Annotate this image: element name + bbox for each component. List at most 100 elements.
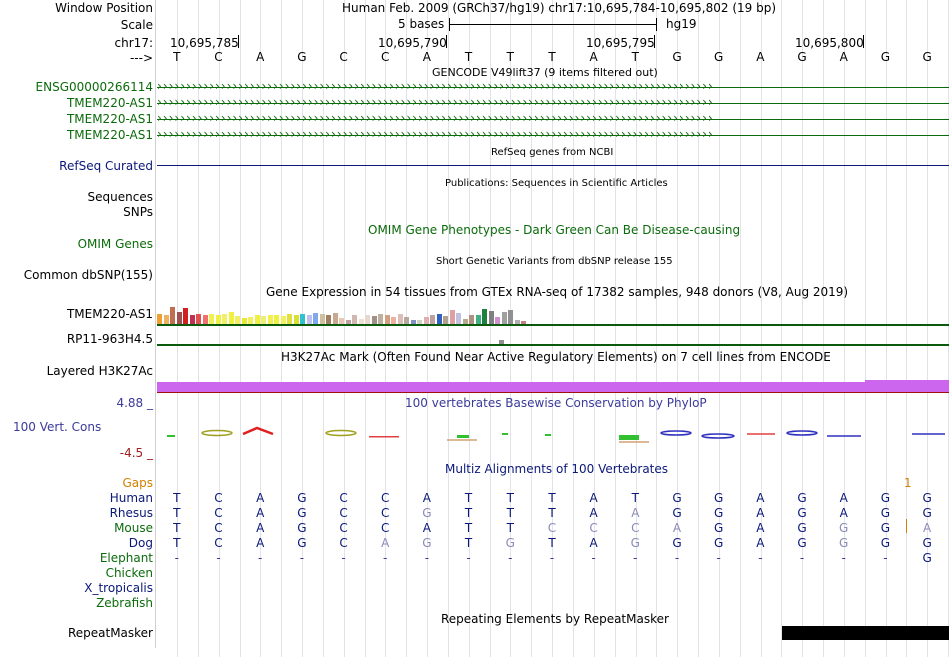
gtex-tissue-bar[interactable]: [267, 315, 273, 324]
gtex-tissue-bar[interactable]: [189, 315, 195, 324]
gtex-tissue-bar[interactable]: [475, 315, 481, 324]
species-label[interactable]: X_tropicalis: [84, 581, 153, 595]
gtex-tissue-bar[interactable]: [378, 314, 383, 324]
h3k27ac-title: H3K27Ac Mark (Often Found Near Active Re…: [281, 350, 831, 364]
gtex-tissue-bar[interactable]: [332, 313, 338, 324]
gtex-gene1-label[interactable]: TMEM220-AS1: [66, 307, 153, 321]
gtex-tissue-bar[interactable]: [449, 309, 455, 324]
reference-base: G: [297, 50, 307, 64]
gtex-gene2-label[interactable]: RP11-963H4.5: [66, 332, 153, 346]
gtex-tissue-bar[interactable]: [274, 315, 279, 324]
gtex-tissue-bar[interactable]: [358, 318, 364, 324]
alignment-base: C: [214, 536, 223, 550]
gencode-item-label[interactable]: TMEM220-AS1: [66, 112, 153, 126]
gtex-tissue-bar[interactable]: [365, 315, 370, 324]
dbsnp-label[interactable]: Common dbSNP(155): [23, 268, 153, 282]
gtex-tissue-bar[interactable]: [287, 314, 292, 324]
window-position-value[interactable]: Human Feb. 2009 (GRCh37/hg19) chr17:10,6…: [342, 1, 777, 15]
gtex-tissue-bar[interactable]: [397, 314, 403, 324]
gtex-tissue-bar[interactable]: [436, 314, 442, 324]
guide-line: [427, 0, 429, 657]
conservation-label[interactable]: 100 Vert. Cons: [13, 420, 102, 434]
gtex-tissue-bar[interactable]: [423, 316, 429, 324]
gtex-tissue-bar[interactable]: [404, 316, 409, 324]
gtex-tissue-bar[interactable]: [417, 319, 422, 324]
species-label[interactable]: Chicken: [105, 566, 153, 580]
gtex-tissue-bar[interactable]: [235, 315, 240, 324]
gtex-tissue-bar[interactable]: [352, 315, 357, 324]
guide-line: [281, 0, 283, 657]
h3k27ac-signal-low[interactable]: [157, 382, 865, 392]
gtex-tissue-bar[interactable]: [248, 316, 253, 324]
sequences-label[interactable]: Sequences: [87, 190, 153, 204]
gtex-tissue-bar[interactable]: [222, 314, 227, 324]
refseq-label[interactable]: RefSeq Curated: [59, 159, 153, 173]
gtex-tissue-bar[interactable]: [508, 309, 513, 324]
species-label[interactable]: Elephant: [99, 551, 153, 565]
gencode-item-line[interactable]: [157, 135, 949, 136]
gtex-tissue-bar[interactable]: [280, 315, 286, 324]
gtex-tissue-bar[interactable]: [430, 315, 435, 324]
gtex-tissue-bar[interactable]: [170, 306, 175, 324]
species-label[interactable]: Dog: [128, 536, 153, 550]
gtex-tissue-bar[interactable]: [228, 312, 234, 324]
gtex-tissue-bar[interactable]: [488, 311, 494, 324]
repeat-element[interactable]: [782, 626, 949, 640]
gtex-tissue-bar[interactable]: [196, 314, 201, 324]
gtex-tissue-bar[interactable]: [157, 314, 162, 324]
gtex-tissue-bar[interactable]: [384, 315, 390, 324]
gtex-tissue-bar[interactable]: [371, 315, 377, 324]
gtex-gene2-bar[interactable]: [499, 340, 504, 344]
gtex-tissue-bar[interactable]: [521, 321, 526, 324]
gtex-gene1-line[interactable]: [157, 324, 949, 326]
h3k27ac-label[interactable]: Layered H3K27Ac: [46, 364, 153, 378]
gtex-tissue-bar[interactable]: [300, 314, 305, 324]
species-label[interactable]: Rhesus: [109, 506, 153, 520]
gtex-tissue-bar[interactable]: [495, 316, 500, 324]
conservation-logos[interactable]: [157, 424, 949, 448]
gaps-label[interactable]: Gaps: [122, 476, 153, 490]
species-label[interactable]: Mouse: [114, 521, 153, 535]
gtex-tissue-bar[interactable]: [261, 315, 266, 324]
gencode-item-label[interactable]: TMEM220-AS1: [66, 128, 153, 142]
gtex-tissue-bar[interactable]: [241, 317, 247, 324]
gtex-tissue-bar[interactable]: [345, 319, 351, 324]
repeatmasker-label[interactable]: RepeatMasker: [67, 626, 153, 640]
gtex-tissue-bar[interactable]: [306, 315, 312, 324]
h3k27ac-signal-high[interactable]: [865, 380, 949, 392]
omim-label[interactable]: OMIM Genes: [77, 237, 153, 251]
gtex-tissue-bar[interactable]: [319, 314, 325, 324]
refseq-line[interactable]: [157, 165, 949, 166]
gtex-tissue-bar[interactable]: [410, 320, 416, 324]
gtex-bars[interactable]: [157, 300, 557, 324]
gtex-tissue-bar[interactable]: [339, 317, 344, 324]
gencode-item-line[interactable]: [157, 87, 949, 88]
gtex-tissue-bar[interactable]: [514, 320, 520, 324]
snps-label[interactable]: SNPs: [123, 205, 153, 219]
gtex-tissue-bar[interactable]: [326, 315, 331, 324]
gtex-tissue-bar[interactable]: [293, 315, 299, 324]
gencode-item-label[interactable]: ENSG00000266114: [35, 80, 153, 94]
gtex-tissue-bar[interactable]: [469, 315, 474, 324]
gtex-tissue-bar[interactable]: [501, 312, 507, 324]
gtex-tissue-bar[interactable]: [254, 315, 260, 324]
gtex-gene2-line[interactable]: [157, 344, 949, 346]
gtex-tissue-bar[interactable]: [456, 313, 461, 324]
gtex-tissue-bar[interactable]: [202, 315, 208, 324]
gencode-item-line[interactable]: [157, 119, 949, 120]
gtex-tissue-bar[interactable]: [313, 313, 318, 324]
gtex-tissue-bar[interactable]: [163, 315, 169, 324]
gtex-tissue-bar[interactable]: [462, 318, 468, 324]
species-label[interactable]: Zebrafish: [96, 596, 153, 610]
gtex-tissue-bar[interactable]: [209, 314, 214, 324]
gtex-tissue-bar[interactable]: [391, 316, 396, 324]
gencode-item-line[interactable]: [157, 103, 949, 104]
gtex-tissue-bar[interactable]: [176, 312, 182, 324]
species-label[interactable]: Human: [109, 491, 153, 505]
gtex-tissue-bar[interactable]: [443, 315, 448, 324]
gtex-tissue-bar[interactable]: [215, 315, 221, 324]
gtex-tissue-bar[interactable]: [482, 308, 487, 324]
gtex-tissue-bar[interactable]: [183, 307, 188, 324]
gencode-item-label[interactable]: TMEM220-AS1: [66, 96, 153, 110]
chr-label[interactable]: chr17:: [114, 36, 153, 50]
